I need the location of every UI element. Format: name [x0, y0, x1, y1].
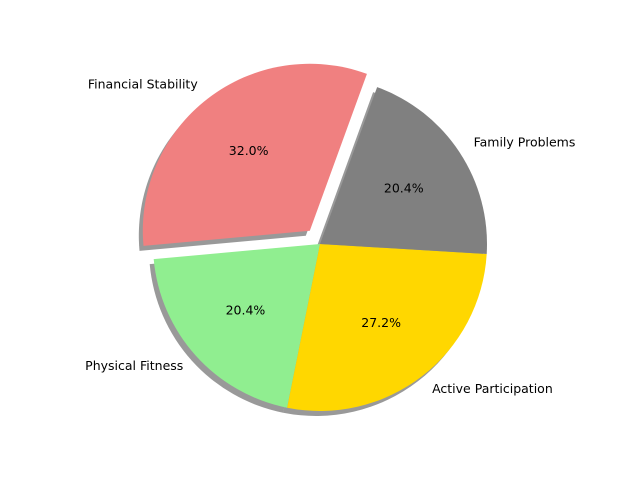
pie-slice-family-problems: [320, 87, 488, 255]
slice-label-family-problems: Family Problems: [474, 135, 576, 150]
slice-layer: [142, 63, 488, 412]
slice-label-physical-fitness: Physical Fitness: [85, 358, 183, 373]
slice-label-active-participation: Active Participation: [432, 381, 553, 396]
slice-percent-financial-stability: 32.0%: [229, 143, 269, 158]
slice-label-financial-stability: Financial Stability: [88, 77, 198, 92]
label-layer: Financial Stability 32.0% Physical Fitness…: [85, 77, 575, 396]
pie-slice-active-participation: [287, 244, 487, 412]
pie-slice-physical-fitness: [153, 244, 320, 408]
pie-slice-financial-stability: [142, 63, 367, 246]
slice-percent-family-problems: 20.4%: [384, 181, 424, 196]
slice-percent-physical-fitness: 20.4%: [226, 302, 266, 317]
slice-percent-active-participation: 27.2%: [361, 315, 401, 330]
